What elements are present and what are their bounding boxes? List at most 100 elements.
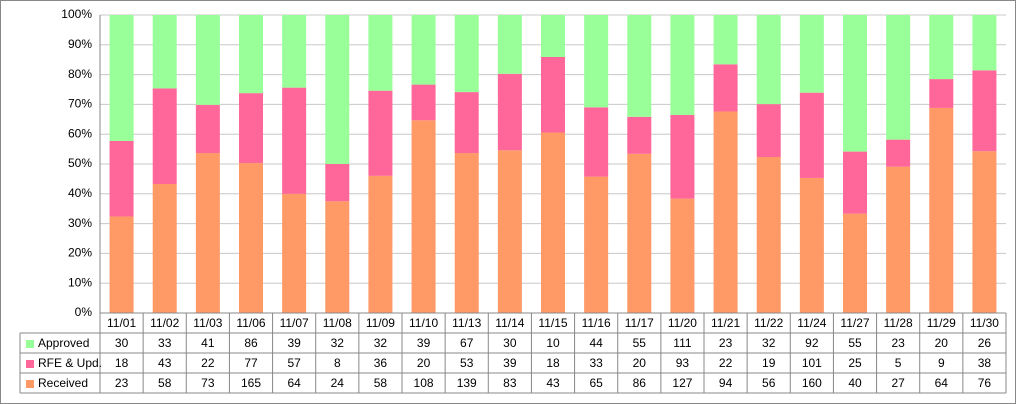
- bar-segment: [799, 92, 824, 178]
- bar-segment: [454, 92, 479, 154]
- y-tick-label: 30%: [68, 216, 92, 230]
- table-value: 58: [374, 376, 388, 390]
- table-value: 23: [719, 336, 733, 350]
- bar-segment: [972, 15, 997, 71]
- y-tick-label: 0%: [75, 305, 93, 319]
- table-value: 40: [848, 376, 862, 390]
- bar-segment: [152, 184, 177, 313]
- bar-segment: [886, 166, 911, 313]
- table-value: 86: [244, 336, 258, 350]
- legend-key: [26, 340, 34, 348]
- table-value: 18: [115, 356, 129, 370]
- table-value: 139: [457, 376, 477, 390]
- table-value: 44: [589, 336, 603, 350]
- bar-segment: [282, 15, 307, 88]
- bar-segment: [670, 15, 695, 115]
- bar-segment: [670, 114, 695, 199]
- table-value: 101: [802, 356, 822, 370]
- bar-segment: [109, 140, 134, 217]
- table-value: 64: [287, 376, 301, 390]
- table-value: 8: [334, 356, 341, 370]
- table-value: 111: [673, 336, 692, 350]
- table-value: 30: [115, 336, 129, 350]
- table-value: 77: [244, 356, 258, 370]
- y-tick-label: 40%: [68, 186, 92, 200]
- table-value: 53: [460, 356, 474, 370]
- bar-segment: [886, 15, 911, 140]
- table-value: 20: [417, 356, 431, 370]
- table-value: 160: [802, 376, 822, 390]
- x-tick-label: 11/14: [495, 316, 524, 330]
- table-value: 32: [762, 336, 776, 350]
- x-tick-label: 11/17: [625, 316, 654, 330]
- x-tick-label: 11/07: [280, 316, 309, 330]
- table-value: 24: [331, 376, 345, 390]
- x-tick-label: 11/08: [323, 316, 352, 330]
- y-tick-label: 100%: [61, 7, 92, 21]
- table-value: 39: [503, 356, 517, 370]
- legend-key: [26, 380, 34, 388]
- x-tick-label: 11/28: [884, 316, 913, 330]
- bar-segment: [843, 15, 867, 152]
- bar-segment: [541, 56, 565, 133]
- table-value: 19: [762, 356, 776, 370]
- bar-segment: [239, 93, 263, 164]
- table-value: 64: [935, 376, 949, 390]
- x-tick-label: 11/06: [236, 316, 265, 330]
- table-value: 83: [503, 376, 517, 390]
- bar-segment: [541, 15, 565, 57]
- bar-segment: [454, 153, 479, 313]
- x-tick-label: 11/16: [582, 316, 611, 330]
- bar-segment: [584, 176, 609, 313]
- y-tick-label: 50%: [68, 156, 92, 170]
- table-value: 23: [115, 376, 129, 390]
- table-value: 55: [633, 336, 647, 350]
- bar-segment: [109, 15, 134, 141]
- bar-segment: [282, 193, 307, 313]
- bar-segment: [584, 107, 609, 177]
- y-tick-label: 10%: [68, 275, 92, 289]
- y-tick-label: 90%: [68, 37, 92, 51]
- table-value: 39: [287, 336, 301, 350]
- table-value: 36: [374, 356, 388, 370]
- table-value: 22: [719, 356, 733, 370]
- table-value: 25: [848, 356, 862, 370]
- bar-segment: [282, 87, 307, 194]
- x-tick-label: 11/10: [409, 316, 438, 330]
- bar-segment: [843, 151, 867, 214]
- bar-segment: [713, 15, 738, 65]
- table-value: 5: [895, 356, 902, 370]
- bar-segment: [325, 201, 350, 313]
- table-value: 26: [978, 336, 992, 350]
- x-tick-label: 11/27: [840, 316, 869, 330]
- x-tick-label: 11/01: [107, 316, 136, 330]
- x-tick-label: 11/29: [927, 316, 956, 330]
- legend-label: RFE & Upd.: [38, 356, 102, 370]
- legend-label: Received: [38, 376, 88, 390]
- bar-segment: [368, 175, 393, 313]
- bar-segment: [239, 15, 263, 94]
- table-value: 43: [158, 356, 172, 370]
- bar-segment: [627, 15, 652, 117]
- bar-segment: [756, 157, 781, 313]
- x-tick-label: 11/20: [668, 316, 697, 330]
- table-value: 33: [158, 336, 172, 350]
- bar-segment: [195, 153, 220, 313]
- bar-segment: [239, 163, 263, 313]
- table-value: 127: [672, 376, 692, 390]
- x-tick-label: 11/21: [711, 316, 740, 330]
- table-value: 20: [633, 356, 647, 370]
- bar-segment: [972, 151, 997, 313]
- table-value: 27: [891, 376, 905, 390]
- x-tick-label: 11/03: [193, 316, 222, 330]
- y-tick-label: 20%: [68, 246, 92, 260]
- bar-segment: [799, 177, 824, 313]
- table-value: 30: [503, 336, 517, 350]
- table-value: 67: [460, 336, 474, 350]
- table-value: 56: [762, 376, 776, 390]
- table-value: 32: [331, 336, 345, 350]
- x-tick-label: 11/13: [452, 316, 481, 330]
- bar-segment: [368, 90, 393, 176]
- table-value: 108: [414, 376, 434, 390]
